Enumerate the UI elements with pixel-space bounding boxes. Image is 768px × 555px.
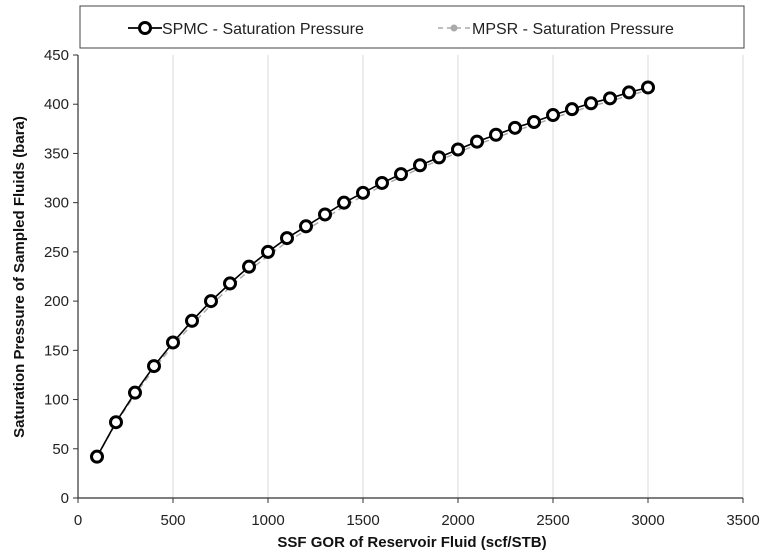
data-point-spmc [204, 294, 218, 309]
legend-label-mpsr: MPSR - Saturation Pressure [472, 21, 674, 38]
data-point-spmc [432, 150, 446, 165]
y-tick-label: 50 [52, 441, 69, 458]
data-point-spmc [109, 415, 123, 430]
series-layer [90, 80, 655, 464]
y-tick-label: 400 [44, 96, 69, 113]
legend-box [79, 5, 745, 49]
y-tick-label: 200 [44, 293, 69, 310]
y-tick-label: 250 [44, 244, 69, 261]
x-tick-label: 3000 [631, 512, 664, 529]
x-tick-label: 500 [160, 512, 185, 529]
data-point-spmc [185, 313, 199, 328]
data-point-spmc [603, 91, 617, 106]
legend: SPMC - Saturation Pressure MPSR - Satura… [79, 5, 745, 49]
axes: 0 500 1000 1500 2000 2500 3000 3500 0 50 100 150 200… [44, 47, 760, 529]
data-point-spmc [280, 231, 294, 246]
y-tick-label: 150 [44, 342, 69, 359]
y-tick-label: 100 [44, 392, 69, 409]
x-tick-label: 0 [74, 512, 82, 529]
y-axis-title: Saturation Pressure of Sampled Fluids (b… [11, 116, 28, 438]
data-point-spmc [128, 385, 142, 400]
data-point-spmc [356, 185, 370, 200]
x-tick-label: 1500 [346, 512, 379, 529]
legend-marker-spmc [138, 21, 152, 35]
data-point-spmc [318, 207, 332, 222]
y-tick-label: 450 [44, 47, 69, 64]
data-point-spmc [394, 167, 408, 182]
y-tick-label: 0 [61, 490, 69, 507]
data-point-spmc [90, 449, 104, 464]
legend-label-spmc: SPMC - Saturation Pressure [162, 21, 364, 38]
data-point-spmc [527, 114, 541, 129]
legend-marker-mpsr [450, 24, 458, 32]
data-point-spmc [413, 158, 427, 173]
x-tick-label: 1000 [251, 512, 284, 529]
x-axis-title: SSF GOR of Reservoir Fluid (scf/STB) [277, 534, 546, 551]
x-tick-label: 2000 [441, 512, 474, 529]
data-point-spmc [489, 127, 503, 142]
y-tick-label: 300 [44, 195, 69, 212]
data-point-spmc [223, 276, 237, 291]
data-point-spmc [337, 195, 351, 210]
data-point-spmc [622, 85, 636, 100]
data-point-spmc [584, 96, 598, 111]
data-point-spmc [261, 244, 275, 259]
x-tick-label: 2500 [536, 512, 569, 529]
data-point-spmc [299, 219, 313, 234]
data-point-spmc [470, 134, 484, 149]
data-point-spmc [147, 359, 161, 374]
data-point-spmc [451, 142, 465, 157]
data-point-spmc [166, 335, 180, 350]
y-tick-label: 350 [44, 145, 69, 162]
x-tick-label: 3500 [726, 512, 759, 529]
data-point-spmc [375, 175, 389, 190]
data-point-spmc [546, 108, 560, 123]
data-point-spmc [565, 102, 579, 117]
data-point-spmc [641, 80, 655, 95]
data-point-spmc [242, 259, 256, 274]
grid-lines [172, 55, 744, 498]
data-point-spmc [508, 120, 522, 135]
series-spmc [90, 80, 655, 464]
